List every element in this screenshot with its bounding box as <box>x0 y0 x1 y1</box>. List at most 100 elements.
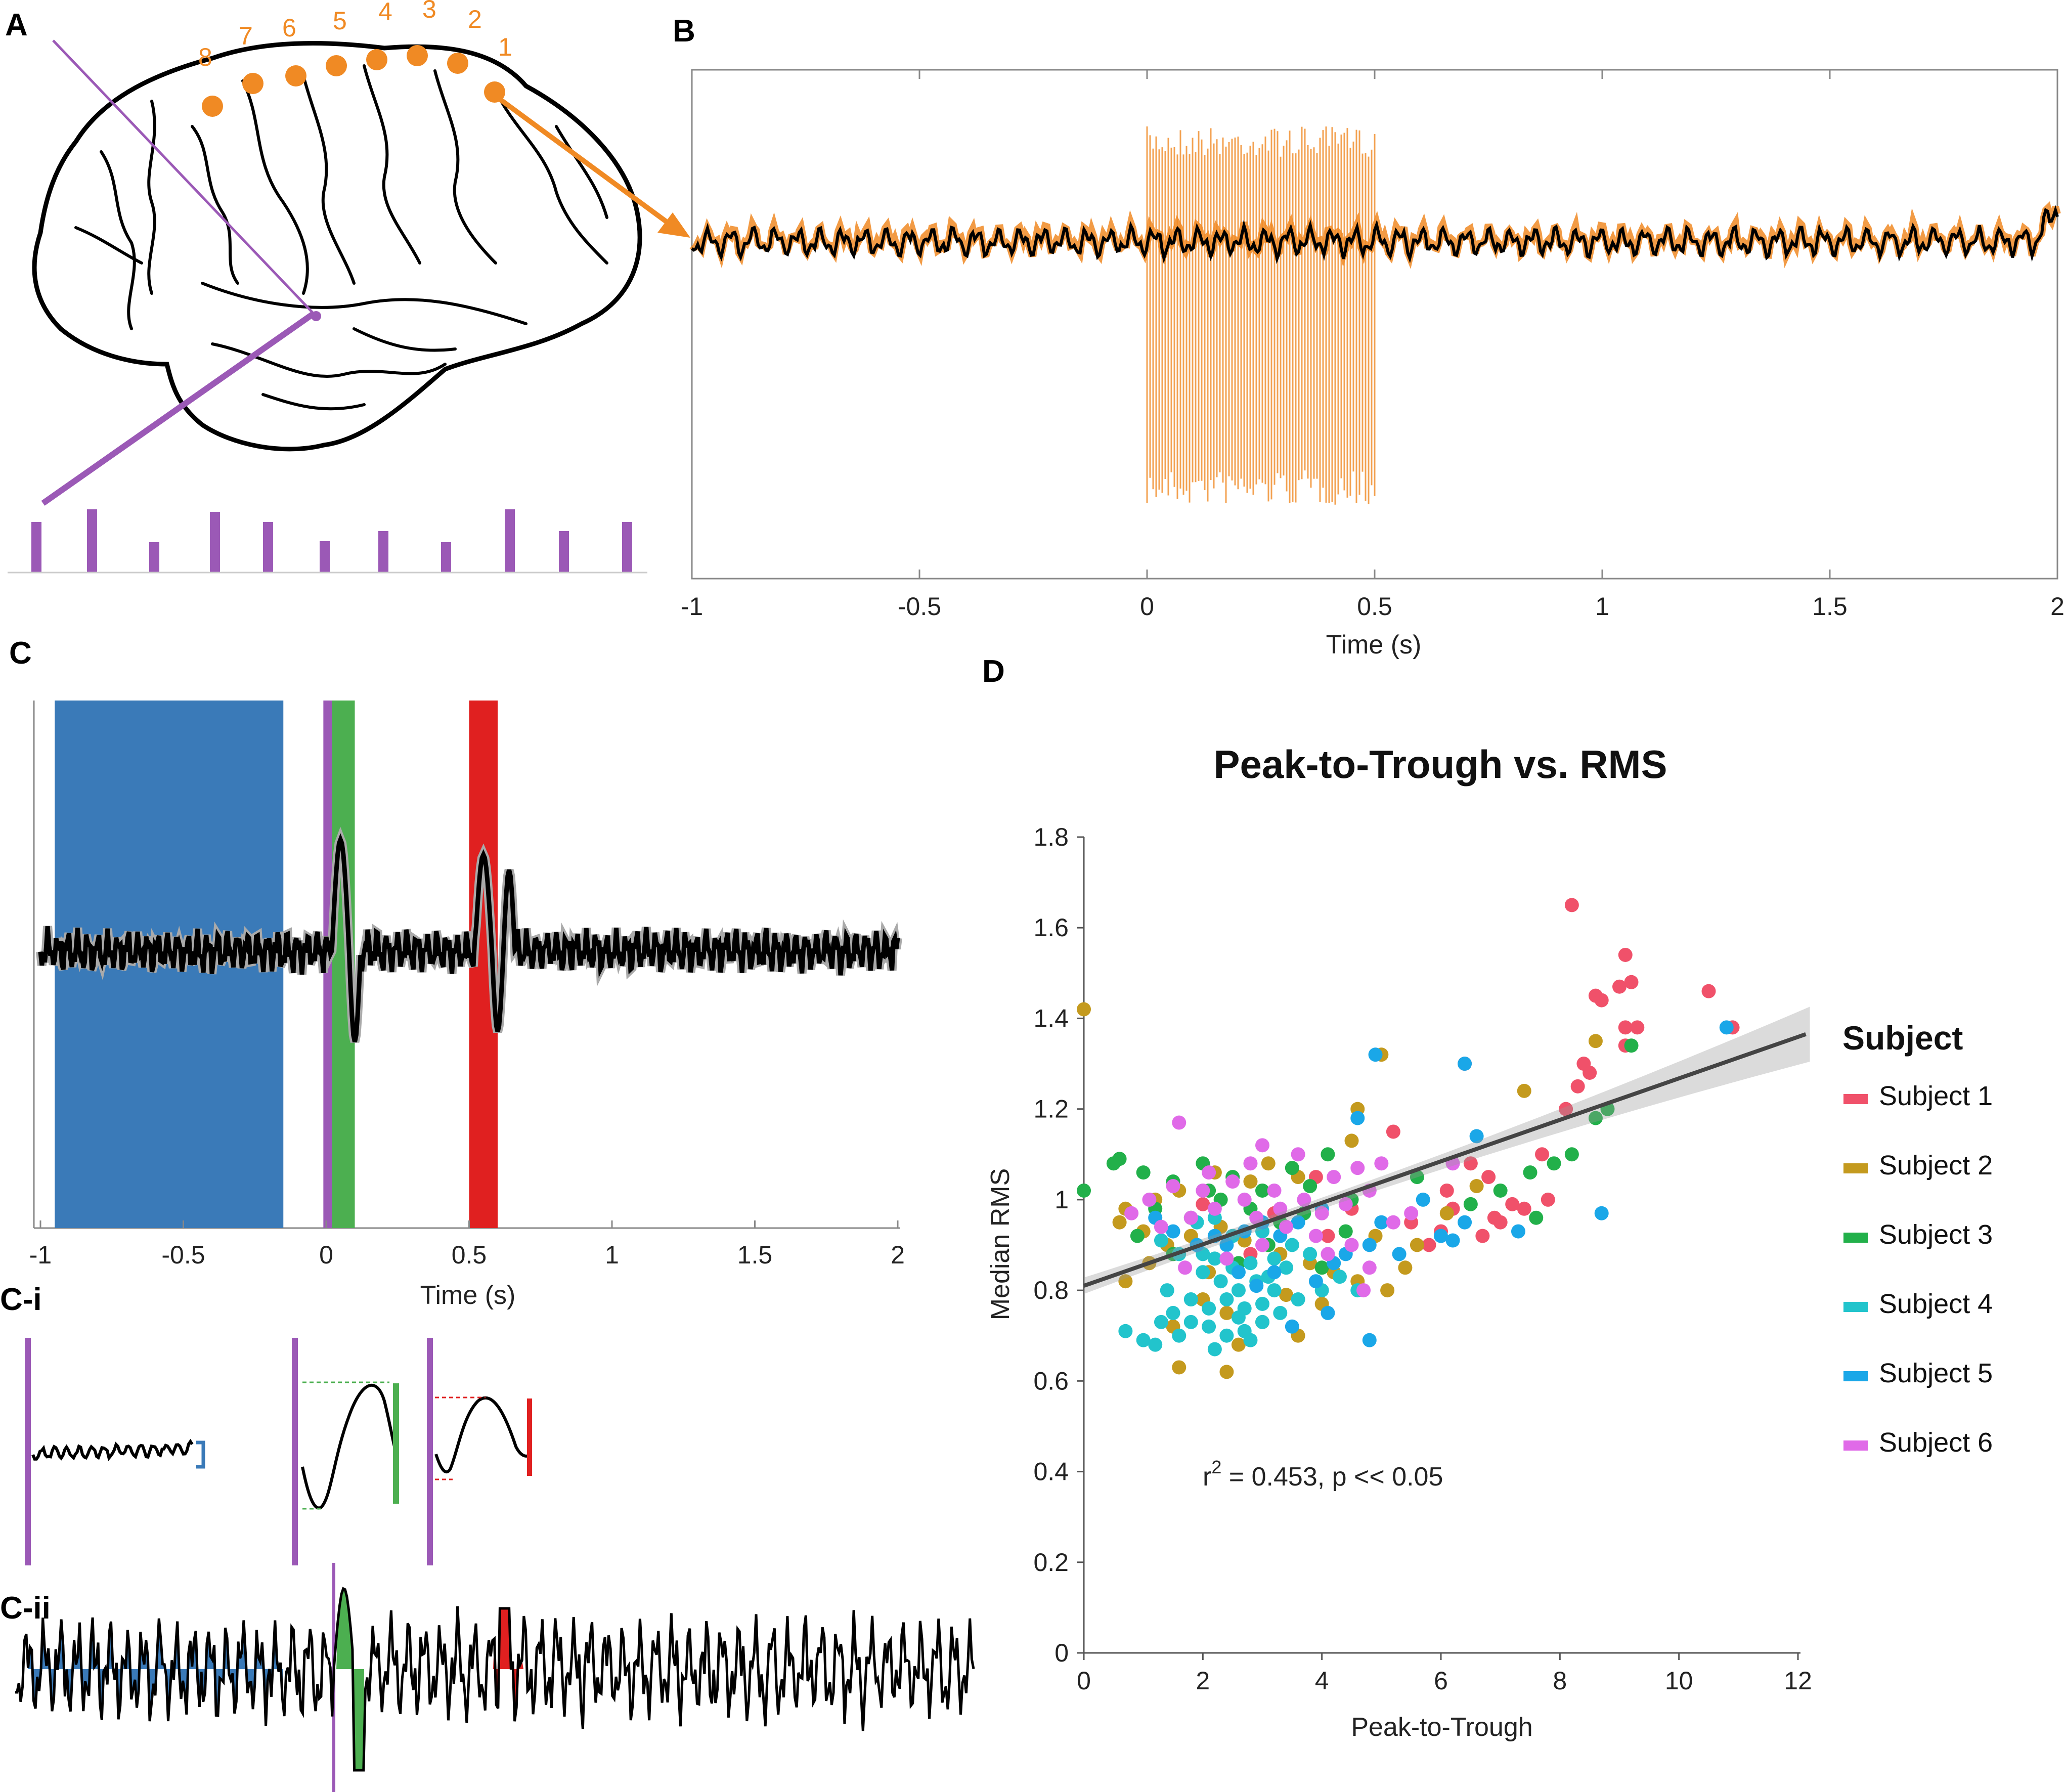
brain-sulci <box>74 64 608 411</box>
electrode-number: 1 <box>498 33 512 61</box>
scatter-point <box>1564 898 1579 912</box>
ci-baseline-bracket <box>196 1440 205 1469</box>
electrode-dot <box>242 73 263 94</box>
panel-a-brain-illustration: 87 6 5 4 3 21 <box>8 0 690 574</box>
electrode-dot <box>285 65 306 86</box>
stimulus-pulse-train <box>31 509 632 573</box>
panel-b-chart: -1 -0.5 0 0.5 1 1.5 2 Time (s) <box>681 69 2064 660</box>
electrode-dot <box>326 55 347 76</box>
scatter-point <box>1624 1038 1639 1053</box>
scatter-point <box>1308 1274 1323 1289</box>
panel-c-ii-trace <box>15 1563 975 1792</box>
electrode-dot <box>447 53 468 74</box>
stimulus-pulse <box>559 531 569 573</box>
scatter-point <box>1207 1342 1222 1357</box>
scatter-point <box>1719 1020 1734 1035</box>
x-tick-label: 8 <box>1553 1667 1567 1695</box>
scatter-point <box>1261 1156 1276 1171</box>
x-tick-label: 4 <box>1315 1667 1329 1695</box>
scatter-point <box>1505 1197 1520 1211</box>
scatter-point <box>1172 1360 1187 1375</box>
scatter-point <box>1618 1020 1633 1035</box>
scatter-point <box>1350 1111 1365 1125</box>
scatter-point <box>1202 1165 1216 1180</box>
scatter-point <box>1630 1020 1645 1035</box>
scatter-point <box>1219 1251 1234 1266</box>
scatter-point <box>1463 1197 1478 1211</box>
scatter-point <box>1612 979 1627 994</box>
legend-swatch <box>1843 1371 1868 1381</box>
scatter-point <box>1267 1265 1282 1280</box>
scatter-point <box>1231 1283 1246 1298</box>
scatter-point <box>1332 1270 1347 1284</box>
scatter-point <box>1338 1197 1353 1211</box>
scatter-point <box>1112 1152 1127 1166</box>
scatter-point <box>1112 1215 1127 1230</box>
panel-d-ticks: 0 2 4 6 8 10 12 0 0.2 0.4 0.6 0.8 1 1.2 1.4 1.6 1.8 <box>1033 823 1812 1695</box>
scatter-point <box>1434 1229 1448 1243</box>
depth-probe-pointer <box>41 311 316 506</box>
stimulus-pulse <box>622 522 632 573</box>
x-tick-label: -1 <box>29 1241 52 1269</box>
scatter-point <box>1249 1279 1264 1293</box>
scatter-point <box>1511 1224 1525 1239</box>
electrode-dot <box>202 96 223 117</box>
scatter-point <box>1410 1170 1424 1185</box>
panel-c-i-insets <box>25 1338 532 1565</box>
scatter-point <box>1321 1229 1335 1243</box>
scatter-point <box>1291 1147 1305 1162</box>
x-tick-label: -1 <box>681 592 703 621</box>
scatter-point <box>1439 1206 1454 1220</box>
scatter-point <box>1392 1247 1407 1261</box>
stimulus-pulse <box>149 542 159 573</box>
scatter-point <box>1279 1260 1294 1275</box>
scatter-point <box>1207 1201 1222 1216</box>
x-tick-label: 0.5 <box>452 1241 487 1269</box>
depth-probe-line <box>52 39 315 315</box>
scatter-point <box>1493 1183 1508 1198</box>
electrode-arrow-head <box>657 212 690 238</box>
panel-d-y-axis-label: Median RMS <box>986 1168 1015 1321</box>
ci-second-response-trace <box>434 1396 530 1474</box>
scatter-point <box>1154 1233 1168 1248</box>
scatter-point <box>1314 1206 1329 1220</box>
legend-swatch <box>1843 1163 1868 1173</box>
x-tick-label: 2 <box>2050 592 2064 621</box>
scatter-point <box>1535 1147 1550 1162</box>
scatter-point <box>1303 1247 1317 1261</box>
y-tick-label: 0 <box>1055 1639 1069 1667</box>
electrode-number: 7 <box>239 22 253 50</box>
x-tick-label: 10 <box>1665 1667 1693 1695</box>
scatter-point <box>1487 1210 1502 1225</box>
panel-label-b: B <box>673 14 695 49</box>
electrode-dot <box>407 45 428 66</box>
scatter-point <box>1202 1301 1216 1316</box>
panel-d-chart: Peak-to-Trough vs. RMS 0 2 4 6 8 10 1200.20.40… <box>986 742 1993 1742</box>
scatter-point <box>1130 1229 1145 1243</box>
scatter-point <box>1273 1201 1288 1216</box>
scatter-point <box>1344 1238 1359 1252</box>
scatter-point <box>1183 1315 1198 1329</box>
scatter-point <box>1196 1197 1210 1211</box>
scatter-point <box>1458 1215 1472 1230</box>
scatter-point <box>1386 1124 1400 1139</box>
x-tick-label: -0.5 <box>898 592 941 621</box>
panel-label-c-i: C-i <box>0 1282 42 1317</box>
scatter-point <box>1285 1238 1299 1252</box>
scatter-point <box>1570 1079 1585 1094</box>
panel-b-x-ticks: -1 -0.5 0 0.5 1 1.5 2 <box>681 70 2064 621</box>
scatter-point <box>1166 1179 1180 1194</box>
scatter-point <box>1207 1251 1222 1266</box>
panel-d-confidence-band <box>1084 1007 1810 1294</box>
x-tick-label: 2 <box>1196 1667 1210 1695</box>
scatter-point <box>1160 1283 1174 1298</box>
scatter-point <box>1291 1215 1305 1230</box>
scatter-point <box>1404 1206 1419 1220</box>
panel-d-points <box>1077 898 1740 1379</box>
scatter-point <box>1243 1256 1258 1271</box>
scatter-point <box>1517 1083 1531 1098</box>
scatter-point <box>1183 1292 1198 1307</box>
x-tick-label: 1.5 <box>737 1241 773 1269</box>
scatter-point <box>1219 1328 1234 1343</box>
scatter-point <box>1374 1215 1389 1230</box>
